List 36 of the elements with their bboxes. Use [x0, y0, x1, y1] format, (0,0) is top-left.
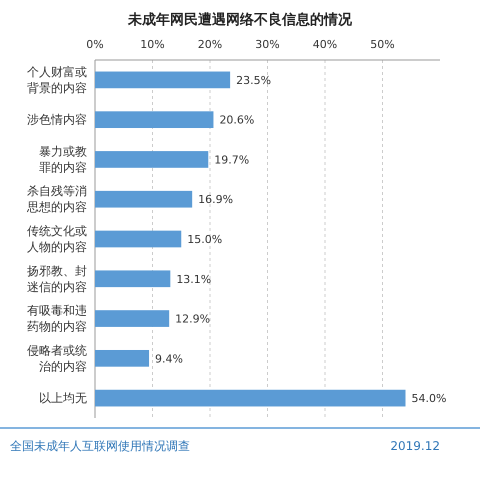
data-label: 15.0%: [187, 233, 222, 246]
bar: [95, 390, 406, 406]
bar: [95, 230, 182, 248]
x-tick-label: 30%: [255, 38, 280, 51]
data-label: 20.6%: [219, 114, 254, 127]
bar: [95, 270, 170, 288]
y-tick-label: 有吸毒和违药物的内容: [27, 304, 87, 334]
data-label: 9.4%: [155, 352, 184, 366]
bar: [95, 111, 214, 128]
y-tick-label: 暴力或教罪的内容: [39, 144, 87, 174]
y-tick-label: 传统文化或人物的内容: [27, 224, 87, 254]
x-tick-label: 10%: [140, 38, 165, 51]
x-tick-label: 50%: [370, 38, 395, 51]
data-label: 13.1%: [176, 272, 212, 286]
bar: [95, 310, 170, 327]
x-tick-label: 0%: [86, 38, 104, 51]
text: 2019.12: [390, 439, 440, 453]
y-tick-label: 涉色情内容: [27, 112, 87, 127]
data-label: 12.9%: [175, 312, 210, 326]
text: 全国未成年人互联网使用情况调查: [10, 439, 190, 453]
data-label: 19.7%: [214, 153, 250, 166]
y-tick-label: 扬邪教、封迷信的内容: [27, 264, 87, 294]
x-tick-label: 40%: [312, 38, 338, 51]
bar: [95, 72, 230, 88]
y-tick-label: 以上均无: [39, 391, 87, 406]
data-label: 16.9%: [198, 193, 234, 206]
data-label: 23.5%: [236, 74, 272, 87]
y-tick-label: 杀自残等消思想的内容: [26, 184, 87, 214]
chart-title: 未成年网民遭遇网络不良信息的情况: [127, 11, 353, 28]
data-label: 54.0%: [412, 392, 446, 406]
y-tick-label: 个人财富或背景的内容: [27, 64, 87, 95]
x-tick-label: 20%: [198, 38, 222, 51]
bar: [95, 151, 208, 168]
y-tick-label: 侵略者或统治的内容: [27, 343, 87, 374]
bar: [95, 190, 192, 208]
bar: [95, 350, 150, 367]
